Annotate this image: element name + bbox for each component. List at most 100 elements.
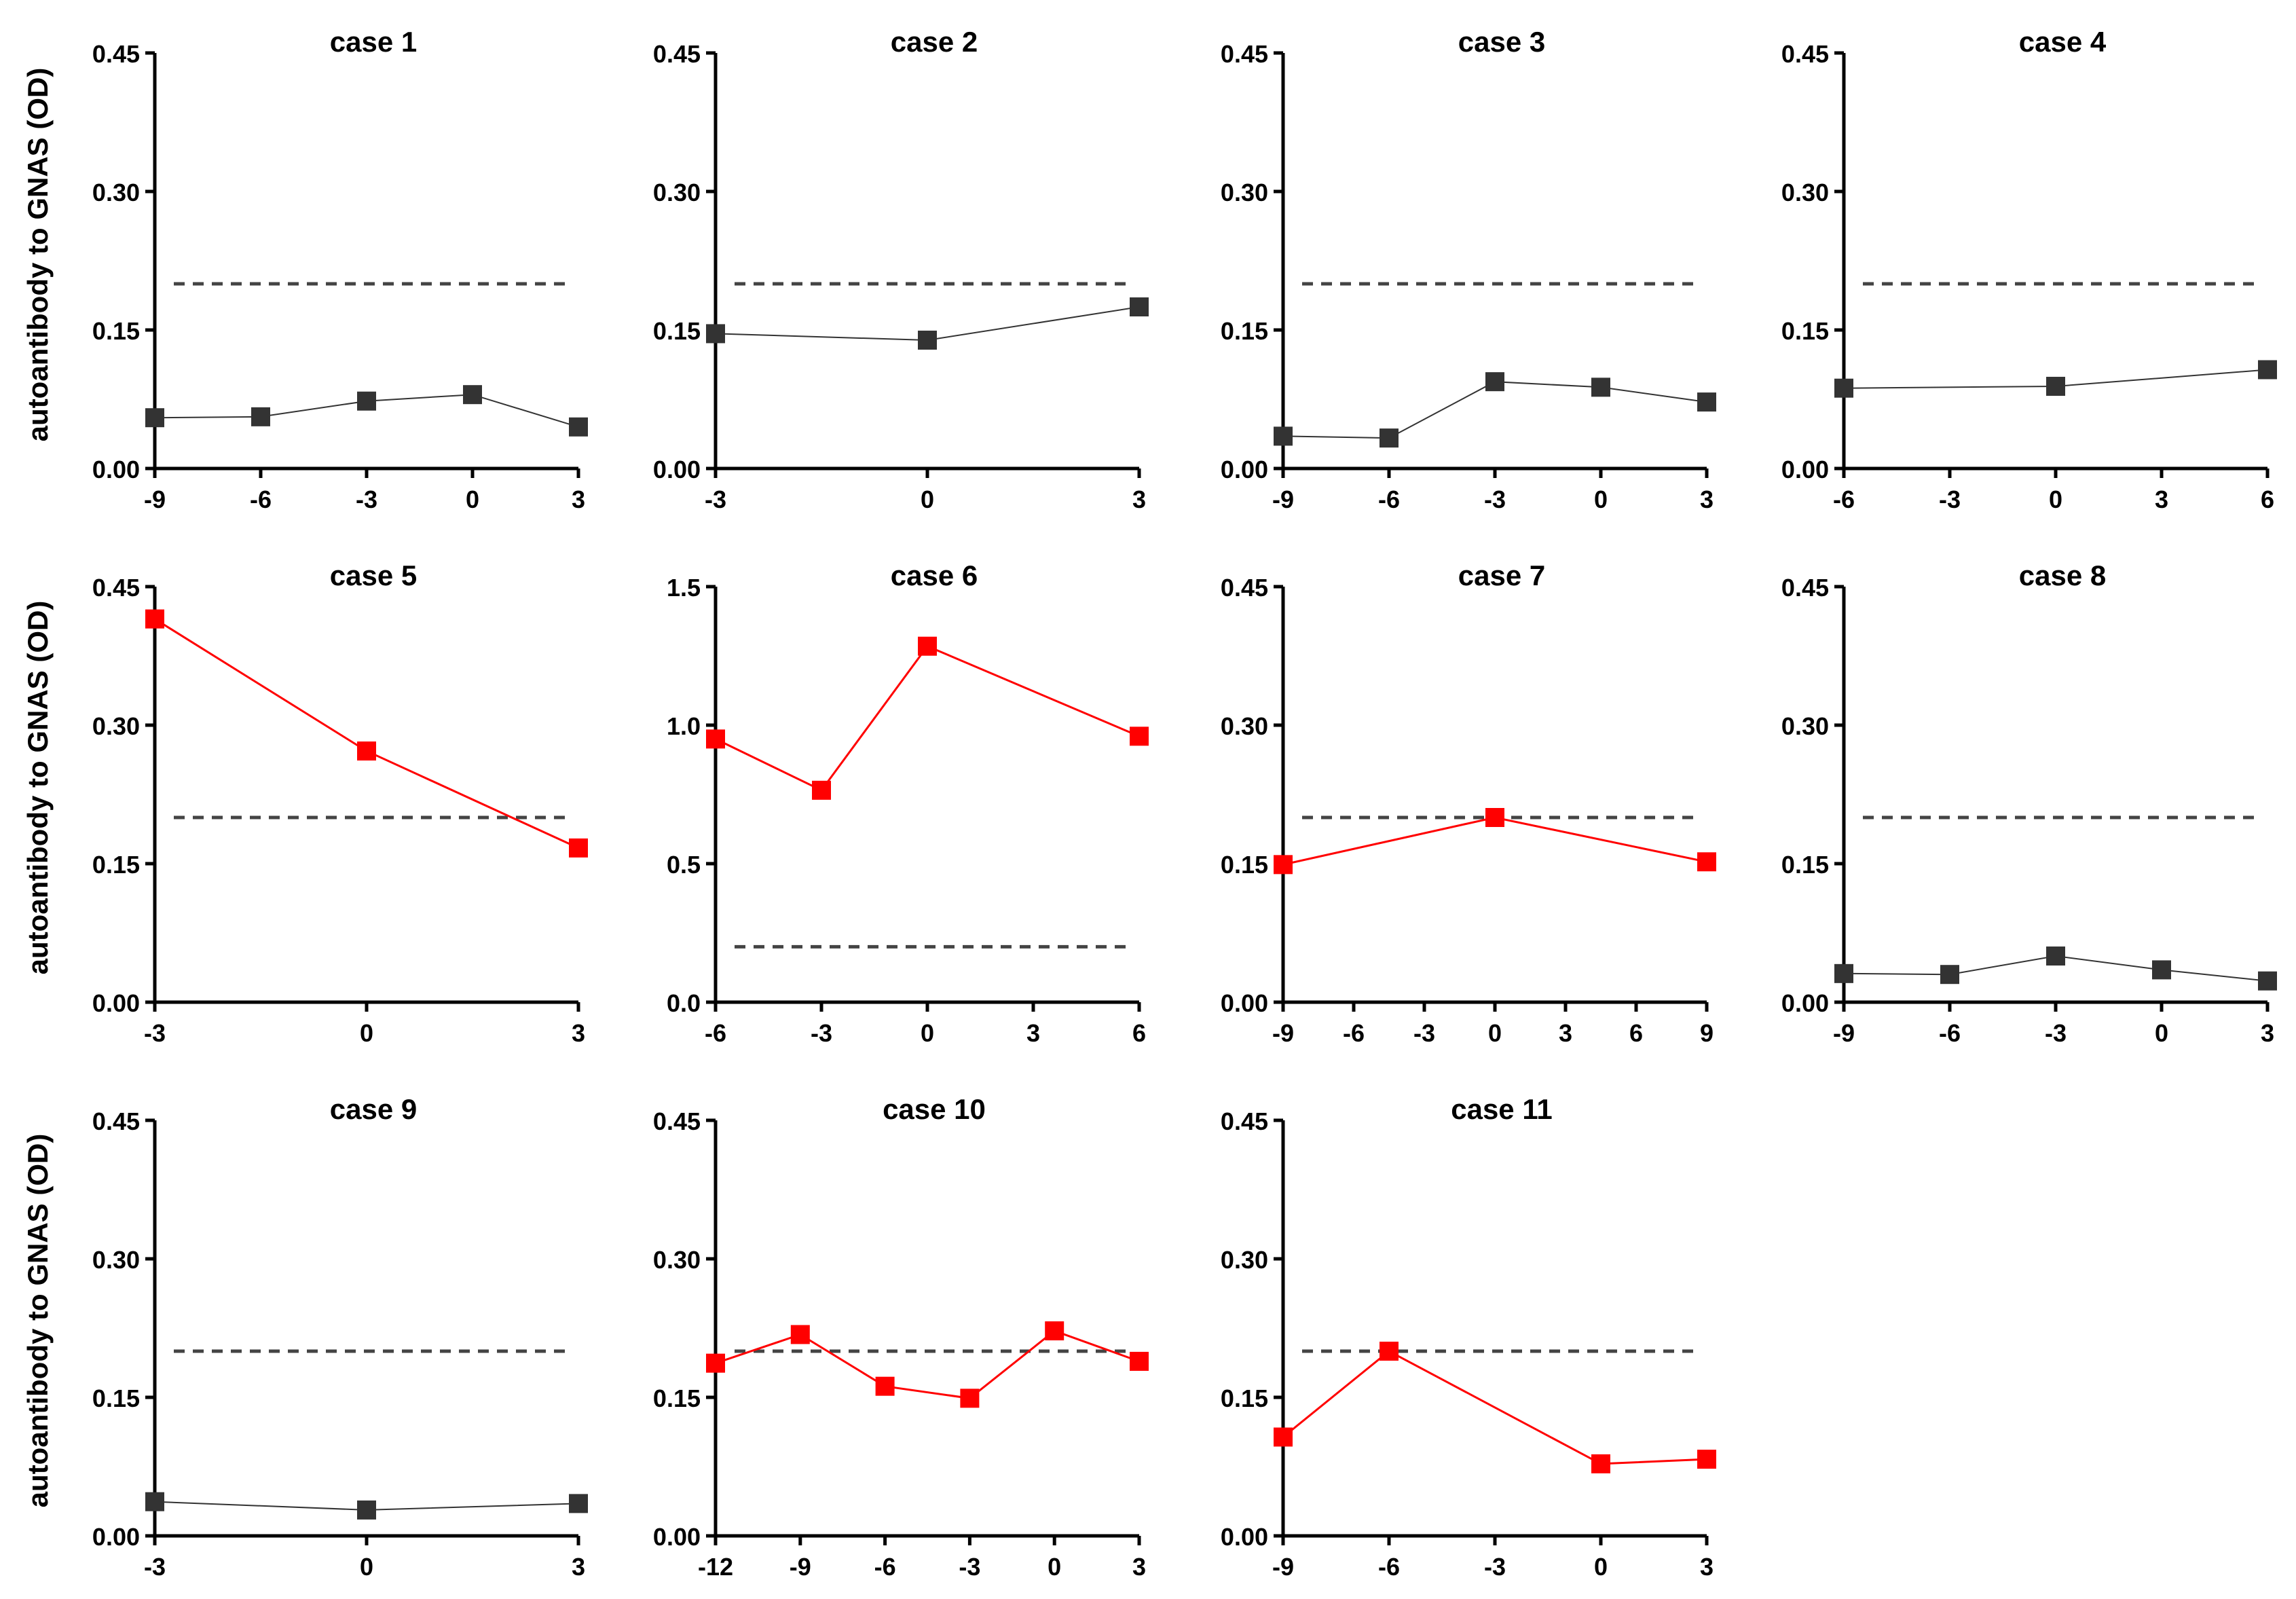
x-tick-label: 6 — [1629, 1019, 1643, 1047]
x-tick-label: -3 — [144, 1553, 166, 1581]
data-point — [1591, 378, 1610, 397]
y-tick-label: 0.15 — [1781, 851, 1829, 879]
y-tick-label: 0.30 — [1221, 179, 1268, 206]
data-point — [918, 330, 937, 350]
y-tick-label: 0.30 — [92, 179, 140, 206]
data-point — [2258, 360, 2277, 380]
x-tick-label: -9 — [1272, 485, 1294, 513]
x-tick-label: 3 — [1132, 485, 1146, 513]
panel-case-1: case 1 0.00 0.15 0.30 0.45 -9 -6 -3 0 3 — [92, 26, 588, 513]
x-tick-label: -12 — [698, 1553, 733, 1581]
y-tick-label: 0.15 — [653, 317, 701, 345]
data-point — [2152, 960, 2171, 980]
data-point — [1697, 852, 1716, 872]
x-tick-label: -9 — [144, 485, 166, 513]
data-point — [706, 1353, 725, 1373]
y-tick-label: 0.00 — [92, 989, 140, 1017]
panel-title: case 2 — [891, 26, 978, 58]
data-point — [875, 1376, 895, 1396]
data-point — [1380, 428, 1399, 448]
y-tick-label: 0.45 — [92, 1107, 140, 1135]
x-tick-label: -3 — [1484, 485, 1506, 513]
y-tick-label: 0.00 — [653, 1523, 701, 1551]
row1-ylabel: autoantibody to GNAS (OD) — [22, 68, 54, 442]
panel-title: case 5 — [330, 559, 417, 591]
y-tick-label: 1.0 — [667, 712, 701, 740]
y-tick-label: 0.15 — [653, 1384, 701, 1412]
y-tick-label: 0.15 — [92, 317, 140, 345]
data-point — [145, 1492, 164, 1511]
x-tick-label: -9 — [1272, 1019, 1294, 1047]
x-tick-label: -3 — [356, 485, 377, 513]
x-tick-label: 3 — [2155, 485, 2168, 513]
x-tick-label: -6 — [1378, 1553, 1400, 1581]
data-point — [1130, 1351, 1149, 1371]
data-point — [812, 780, 831, 800]
x-tick-label: -3 — [959, 1553, 980, 1581]
series-line — [715, 644, 1140, 792]
panel-case-2: case 2 0.00 0.15 0.30 0.45 -3 0 3 — [653, 26, 1149, 513]
x-tick-label: 3 — [572, 1553, 585, 1581]
x-tick-label: -6 — [250, 485, 272, 513]
panel-case-11: case 11 0.00 0.15 0.30 0.45 -9 -6 -3 0 3 — [1221, 1093, 1716, 1581]
x-tick-label: 3 — [1559, 1019, 1572, 1047]
x-tick-label: -6 — [705, 1019, 726, 1047]
y-tick-label: 0.45 — [653, 40, 701, 68]
x-tick-label: 0 — [2155, 1019, 2168, 1047]
x-tick-label: 3 — [1132, 1553, 1146, 1581]
panel-case-10: case 10 0.00 0.15 0.30 0.45 -12 -9 -6 -3 0 3 — [653, 1093, 1149, 1581]
x-tick-label: -9 — [1833, 1019, 1855, 1047]
y-tick-label: 0.45 — [1221, 40, 1268, 68]
data-point — [960, 1389, 980, 1408]
x-tick-label: 0 — [360, 1553, 373, 1581]
panel-case-7: case 7 0.00 0.15 0.30 0.45 -9 -6 -3 0 3 6 9 — [1221, 559, 1716, 1047]
x-tick-label: 9 — [1700, 1019, 1714, 1047]
data-point — [1130, 727, 1149, 746]
x-tick-label: 0 — [360, 1019, 373, 1047]
y-tick-label: 0.5 — [667, 851, 701, 879]
x-tick-label: -6 — [1378, 485, 1400, 513]
data-point — [2258, 971, 2277, 991]
x-tick-label: -9 — [1272, 1553, 1294, 1581]
x-tick-label: 3 — [1026, 1019, 1040, 1047]
x-tick-label: 6 — [1132, 1019, 1146, 1047]
x-tick-label: 3 — [572, 485, 585, 513]
x-tick-label: -3 — [705, 485, 726, 513]
panel-case-9: case 9 0.00 0.15 0.30 0.45 -3 0 3 — [92, 1093, 588, 1581]
data-point — [357, 391, 376, 411]
y-tick-label: 0.45 — [1781, 574, 1829, 602]
x-tick-label: -9 — [790, 1553, 811, 1581]
y-tick-label: 0.45 — [92, 40, 140, 68]
x-tick-label: -6 — [874, 1553, 896, 1581]
data-point — [1130, 297, 1149, 316]
panel-title: case 7 — [1458, 559, 1545, 591]
y-tick-label: 0.00 — [1781, 989, 1829, 1017]
y-tick-label: 1.5 — [667, 574, 701, 602]
y-tick-label: 0.30 — [1781, 179, 1829, 206]
x-tick-label: 0 — [466, 485, 479, 513]
y-tick-label: 0.15 — [1221, 851, 1268, 879]
y-tick-label: 0.00 — [92, 456, 140, 483]
x-tick-label: -3 — [2045, 1019, 2067, 1047]
data-point — [1274, 426, 1293, 446]
panel-case-8: case 8 0.00 0.15 0.30 0.45 -9 -6 -3 0 3 — [1781, 559, 2277, 1047]
data-point — [790, 1325, 810, 1344]
row2-ylabel: autoantibody to GNAS (OD) — [22, 601, 54, 975]
data-point — [1940, 965, 1959, 985]
y-tick-label: 0.45 — [92, 574, 140, 602]
y-tick-label: 0.30 — [1221, 712, 1268, 740]
panel-title: case 4 — [2019, 26, 2107, 58]
y-tick-label: 0.30 — [92, 1246, 140, 1274]
y-axis-labels: autoantibody to GNAS (OD) autoantibody t… — [22, 68, 54, 1508]
y-tick-label: 0.15 — [92, 851, 140, 879]
x-tick-label: -3 — [1939, 485, 1961, 513]
x-tick-label: 0 — [921, 485, 934, 513]
y-tick-label: 0.45 — [1221, 574, 1268, 602]
x-tick-label: -6 — [1343, 1019, 1365, 1047]
y-tick-label: 0.30 — [92, 712, 140, 740]
y-tick-label: 0.15 — [92, 1384, 140, 1412]
x-tick-label: -6 — [1939, 1019, 1961, 1047]
x-tick-label: 0 — [1048, 1553, 1061, 1581]
data-point — [1834, 963, 1853, 983]
